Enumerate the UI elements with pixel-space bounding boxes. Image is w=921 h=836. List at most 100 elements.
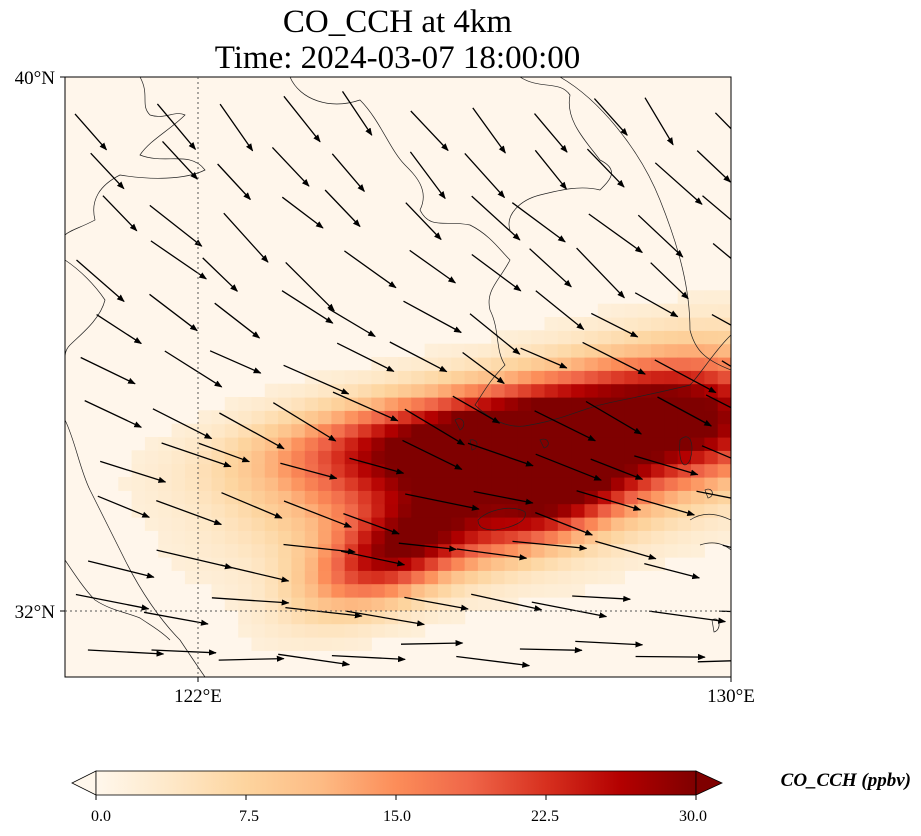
field-cell <box>664 437 679 451</box>
field-cell <box>358 610 372 625</box>
field-cell <box>424 610 439 625</box>
wind-arrow <box>283 95 321 143</box>
field-cell <box>677 370 692 385</box>
field-cell <box>411 477 426 491</box>
field-cell <box>304 517 319 531</box>
field-cell <box>318 623 332 638</box>
wind-arrow <box>657 396 712 427</box>
field-cell <box>531 383 546 398</box>
field-cell <box>611 423 625 438</box>
field-cell <box>144 477 159 491</box>
field-cell <box>398 570 412 585</box>
field-cell <box>438 343 452 358</box>
field-cell <box>398 517 412 531</box>
field-cell <box>517 543 532 558</box>
field-cell <box>384 610 399 625</box>
field-cell <box>571 530 586 545</box>
field-cell <box>438 583 452 598</box>
field-cell <box>544 503 559 518</box>
field-cell <box>571 437 586 451</box>
field-cell <box>318 517 332 531</box>
field-cell <box>224 410 239 425</box>
field-cell <box>384 503 399 518</box>
field-cell <box>304 637 319 651</box>
field-cell <box>691 343 705 358</box>
lat-tick-32: 32°N <box>15 602 56 623</box>
field-cell <box>224 477 239 491</box>
field-cell <box>318 410 332 425</box>
field-cell <box>477 450 492 465</box>
colorbar-tick-label: 15.0 <box>383 808 411 825</box>
field-cell <box>451 383 466 398</box>
field-cell <box>264 517 279 531</box>
field-cell <box>224 543 239 558</box>
field-cell <box>251 597 266 611</box>
field-cell <box>398 623 412 638</box>
field-cell <box>637 303 652 318</box>
field-cell <box>291 570 306 585</box>
field-cell <box>597 530 612 545</box>
field-cell <box>278 490 292 505</box>
field-cell <box>384 437 399 451</box>
field-cell <box>384 397 399 411</box>
field-cell <box>331 383 346 398</box>
field-cell <box>491 423 506 438</box>
field-cell <box>451 543 466 558</box>
field-cell <box>278 397 292 411</box>
field-cell <box>664 423 679 438</box>
field-cell <box>637 423 652 438</box>
field-cell <box>544 397 559 411</box>
field-cell <box>704 463 719 478</box>
field-cell <box>451 357 466 371</box>
field-cell <box>224 423 239 438</box>
field-cell <box>238 503 253 518</box>
field-cell <box>504 530 519 545</box>
field-cell <box>451 477 466 491</box>
field-cell <box>184 570 199 585</box>
field-cell <box>611 370 625 385</box>
field-cell <box>544 423 559 438</box>
field-cell <box>291 463 306 478</box>
field-cell <box>424 490 439 505</box>
field-cell <box>331 410 346 425</box>
field-cell <box>278 610 292 625</box>
wind-arrow <box>529 248 572 288</box>
field-cell <box>424 570 439 585</box>
field-cell <box>344 423 359 438</box>
field-cell <box>491 530 506 545</box>
wind-arrow <box>473 490 534 505</box>
field-cell <box>651 450 665 465</box>
field-cell <box>571 503 586 518</box>
field-cell <box>198 477 213 491</box>
field-cell <box>584 570 599 585</box>
field-cell <box>611 570 625 585</box>
field-cell <box>624 490 639 505</box>
wind-arrow <box>644 97 674 146</box>
field-cell <box>264 557 279 571</box>
field-cell <box>571 370 586 385</box>
field-cell <box>171 517 186 531</box>
field-cell <box>651 503 665 518</box>
field-cell <box>291 583 306 598</box>
field-cell <box>517 370 532 385</box>
wind-arrow <box>161 442 232 468</box>
field-cell <box>704 397 719 411</box>
lat-tick-40: 40°N <box>15 68 56 89</box>
field-cell <box>571 490 586 505</box>
field-cell <box>278 557 292 571</box>
wind-arrow <box>156 549 233 570</box>
field-cell <box>451 583 466 598</box>
wind-arrow <box>97 495 151 518</box>
field-cell <box>304 610 319 625</box>
field-cell <box>411 530 426 545</box>
field-cell <box>491 343 506 358</box>
wind-arrow <box>76 259 125 303</box>
field-cell <box>691 490 705 505</box>
wind-arrow <box>535 453 602 481</box>
field-cell <box>398 597 412 611</box>
field-cell <box>677 330 692 345</box>
wind-arrow <box>143 611 209 626</box>
field-cell <box>677 437 692 451</box>
field-cell <box>717 383 731 398</box>
field-cell <box>611 463 625 478</box>
